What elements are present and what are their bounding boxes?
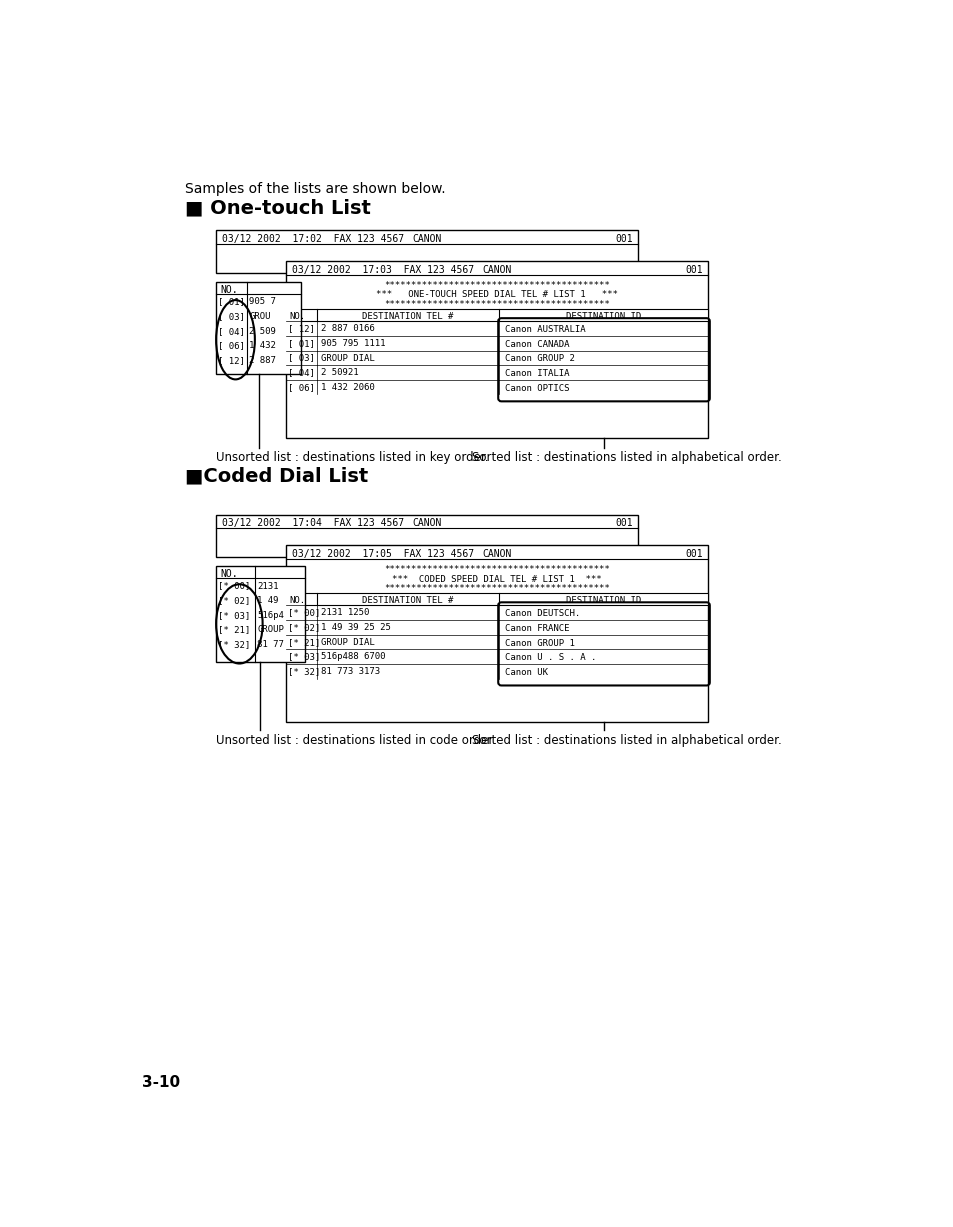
Text: GROU: GROU xyxy=(249,312,271,321)
Text: DESTINATION ID: DESTINATION ID xyxy=(565,596,640,605)
Text: 81 77: 81 77 xyxy=(257,640,284,649)
Text: CANON: CANON xyxy=(481,265,511,275)
Text: 1 432 2060: 1 432 2060 xyxy=(320,383,375,391)
Text: NO.: NO. xyxy=(290,596,306,605)
Text: ***  CODED SPEED DIAL TEL # LIST 1  ***: *** CODED SPEED DIAL TEL # LIST 1 *** xyxy=(392,574,600,584)
Text: NO.: NO. xyxy=(220,285,237,294)
Text: ******************************************: ****************************************… xyxy=(383,584,609,593)
Text: Unsorted list : destinations listed in key order.: Unsorted list : destinations listed in k… xyxy=(216,452,488,464)
Text: [ 06]: [ 06] xyxy=(288,383,314,391)
Text: Sorted list : destinations listed in alphabetical order.: Sorted list : destinations listed in alp… xyxy=(472,452,781,464)
Text: 2 887 0166: 2 887 0166 xyxy=(320,324,375,334)
Text: DESTINATION TEL #: DESTINATION TEL # xyxy=(361,312,453,321)
Text: [ 06]: [ 06] xyxy=(218,341,245,350)
Bar xyxy=(286,545,707,723)
Text: [ 03]: [ 03] xyxy=(288,353,314,363)
Text: ******************************************: ****************************************… xyxy=(383,281,609,291)
Text: 905 795 1111: 905 795 1111 xyxy=(320,339,385,348)
Text: [ 04]: [ 04] xyxy=(288,368,314,377)
Text: Canon GROUP 1: Canon GROUP 1 xyxy=(505,638,575,648)
Text: [* 03]: [* 03] xyxy=(218,611,251,620)
Text: Unsorted list : destinations listed in code order.: Unsorted list : destinations listed in c… xyxy=(216,734,496,747)
Text: Samples of the lists are shown below.: Samples of the lists are shown below. xyxy=(185,182,445,196)
Text: 001: 001 xyxy=(615,518,632,529)
Text: [* 21]: [* 21] xyxy=(218,626,251,634)
Text: CANON: CANON xyxy=(481,550,511,560)
Bar xyxy=(286,593,707,605)
Text: ***   ONE-TOUCH SPEED DIAL TEL # LIST 1   ***: *** ONE-TOUCH SPEED DIAL TEL # LIST 1 **… xyxy=(375,291,617,299)
Text: [ 12]: [ 12] xyxy=(288,324,314,334)
Text: 905 7: 905 7 xyxy=(249,297,276,307)
Text: Canon FRANCE: Canon FRANCE xyxy=(505,623,569,633)
Text: 2 509: 2 509 xyxy=(249,326,276,336)
Text: Canon GROUP 2: Canon GROUP 2 xyxy=(505,355,575,363)
Text: DESTINATION TEL #: DESTINATION TEL # xyxy=(361,596,453,605)
Text: 1 49 39 25 25: 1 49 39 25 25 xyxy=(320,623,390,632)
Text: Canon UK: Canon UK xyxy=(505,667,548,677)
Bar xyxy=(216,231,638,272)
Text: 3-10: 3-10 xyxy=(142,1075,180,1090)
Text: Sorted list : destinations listed in alphabetical order.: Sorted list : destinations listed in alp… xyxy=(472,734,781,747)
Text: DESTINATION ID: DESTINATION ID xyxy=(565,312,640,321)
Text: 03/12 2002  17:04  FAX 123 4567: 03/12 2002 17:04 FAX 123 4567 xyxy=(222,518,404,529)
Text: 03/12 2002  17:03  FAX 123 4567: 03/12 2002 17:03 FAX 123 4567 xyxy=(292,265,474,275)
Text: 2 50921: 2 50921 xyxy=(320,368,358,377)
Text: NO.: NO. xyxy=(290,312,306,321)
Text: 2131: 2131 xyxy=(257,582,278,590)
Text: Canon DEUTSCH.: Canon DEUTSCH. xyxy=(505,610,579,618)
Text: Canon U . S . A .: Canon U . S . A . xyxy=(505,653,596,663)
Bar xyxy=(286,309,707,321)
Text: [* 21]: [* 21] xyxy=(288,638,320,647)
Text: 03/12 2002  17:05  FAX 123 4567: 03/12 2002 17:05 FAX 123 4567 xyxy=(292,550,474,560)
Text: [* 02]: [* 02] xyxy=(218,596,251,605)
Text: 001: 001 xyxy=(684,265,702,275)
Text: CANON: CANON xyxy=(412,518,441,529)
Bar xyxy=(216,514,638,557)
Text: Canon AUSTRALIA: Canon AUSTRALIA xyxy=(505,325,585,334)
Bar xyxy=(216,282,301,374)
Text: Canon ITALIA: Canon ITALIA xyxy=(505,369,569,378)
Text: 1 49: 1 49 xyxy=(257,596,278,605)
Text: [* 03]: [* 03] xyxy=(288,653,320,661)
Text: ■ One-touch List: ■ One-touch List xyxy=(185,199,371,218)
Text: [* 00]: [* 00] xyxy=(288,609,320,617)
Text: 2131 1250: 2131 1250 xyxy=(320,609,369,617)
Text: 2 887: 2 887 xyxy=(249,356,276,364)
Text: [ 04]: [ 04] xyxy=(218,326,245,336)
Text: [ 01]: [ 01] xyxy=(218,297,245,307)
Text: ■Coded Dial List: ■Coded Dial List xyxy=(185,466,368,486)
Text: NO.: NO. xyxy=(220,569,237,579)
Text: [ 01]: [ 01] xyxy=(288,339,314,348)
Text: ******************************************: ****************************************… xyxy=(383,299,609,309)
Text: 81 773 3173: 81 773 3173 xyxy=(320,667,379,676)
Text: Canon OPTICS: Canon OPTICS xyxy=(505,384,569,393)
Text: ******************************************: ****************************************… xyxy=(383,566,609,574)
Text: GROUP DIAL: GROUP DIAL xyxy=(320,638,375,647)
Text: [ 12]: [ 12] xyxy=(218,356,245,364)
Text: 001: 001 xyxy=(684,550,702,560)
Text: 001: 001 xyxy=(615,234,632,244)
Text: GROUP: GROUP xyxy=(257,626,284,634)
Text: [* 32]: [* 32] xyxy=(288,667,320,676)
Bar xyxy=(216,566,305,663)
Text: 1 432: 1 432 xyxy=(249,341,276,350)
Text: 03/12 2002  17:02  FAX 123 4567: 03/12 2002 17:02 FAX 123 4567 xyxy=(222,234,404,244)
Text: [ 03]: [ 03] xyxy=(218,312,245,321)
Text: CANON: CANON xyxy=(412,234,441,244)
Text: [* 32]: [* 32] xyxy=(218,640,251,649)
Text: [* 00]: [* 00] xyxy=(218,582,251,590)
Text: 516p488 6700: 516p488 6700 xyxy=(320,653,385,661)
Bar xyxy=(286,261,707,438)
Text: 516p4: 516p4 xyxy=(257,611,284,620)
Text: GROUP DIAL: GROUP DIAL xyxy=(320,353,375,363)
Text: [* 02]: [* 02] xyxy=(288,623,320,632)
Text: Canon CANADA: Canon CANADA xyxy=(505,340,569,348)
